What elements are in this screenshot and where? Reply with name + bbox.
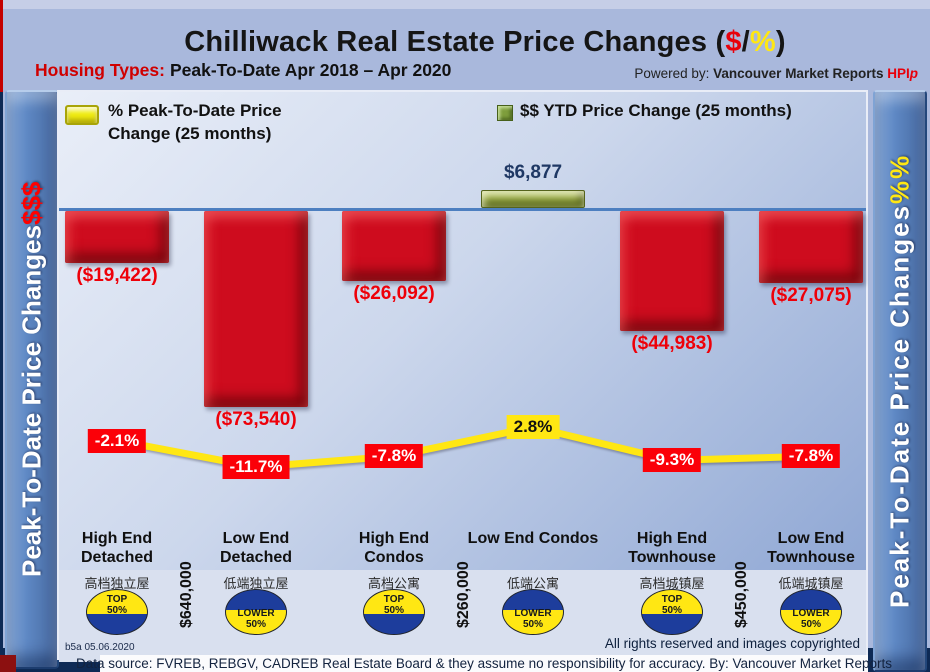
right-axis-label: Peak-To-Date Price Changes %% — [884, 153, 915, 609]
right-axis-bar: Peak-To-Date Price Changes %% — [873, 90, 927, 672]
page-title: Chilliwack Real Estate Price Changes ($/… — [184, 26, 786, 58]
category-label-low-end-townhouse: Low End Townhouse — [767, 530, 855, 566]
bar-high-end-townhouse — [620, 211, 724, 331]
housing-types-label: Housing Types: — [35, 60, 165, 80]
plot-layer: ($19,422) ($73,540) ($26,092) $6,877 ($44,98… — [59, 92, 866, 658]
percent-label: -2.1% — [87, 428, 147, 453]
badge-lower-50: LOWER 50% — [780, 589, 842, 635]
plot-background — [59, 92, 866, 570]
benchmark-price-label: $450,000 — [732, 561, 750, 629]
percent-label: -11.7% — [222, 455, 290, 479]
category-footer-background — [59, 570, 866, 662]
header-subrow: Housing Types: Peak-To-Date Apr 2018 – Ap… — [35, 60, 918, 81]
badge-lower-50: LOWER 50% — [225, 589, 287, 635]
datasource-bar: Data source: FVREB, REBGV, CADREB Real E… — [76, 655, 892, 672]
legend-percent-label: % Peak-To-Date Price Change (25 months) — [108, 101, 282, 143]
bar-value-label: ($27,075) — [770, 285, 852, 306]
chart-panel: % Peak-To-Date Price Change (25 months) … — [57, 90, 868, 662]
bottom-left-red-corner — [0, 655, 16, 672]
rights-note: All rights reserved and images copyright… — [604, 636, 860, 651]
category-label-high-end-detached: High End Detached — [80, 530, 154, 566]
yellow-swatch-icon — [65, 105, 99, 125]
benchmark-price-label: $260,000 — [454, 561, 472, 629]
bar-high-end-condos — [342, 211, 446, 281]
category-label-low-end-detached: Low End Detached — [219, 530, 293, 566]
subtitle: Housing Types: Peak-To-Date Apr 2018 – Ap… — [35, 60, 451, 81]
top-edge-strip — [0, 0, 930, 9]
percent-label: 2.8% — [506, 415, 560, 439]
bar-value-label: ($44,983) — [631, 333, 713, 354]
category-label-cn: 高档独立屋 — [84, 576, 150, 591]
date-range: Peak-To-Date Apr 2018 – Apr 2020 — [169, 60, 452, 80]
bar-high-end-detached — [65, 211, 169, 263]
category-label-high-end-townhouse: High End Townhouse — [628, 530, 716, 566]
datasource-text: Data source: FVREB, REBGV, CADREB Real E… — [75, 656, 893, 671]
category-label-cn: 低端公寓 — [506, 576, 559, 591]
zero-baseline — [59, 208, 866, 211]
bar-value-label: ($73,540) — [215, 409, 297, 430]
green-swatch-icon — [497, 105, 513, 121]
bar-value-label: ($19,422) — [76, 265, 158, 286]
badge-top-50: TOP 50% — [86, 589, 148, 635]
bar-value-label: ($26,092) — [353, 283, 435, 304]
percent-label: -9.3% — [642, 448, 702, 473]
badge-top-50: TOP 50% — [641, 589, 703, 635]
left-navy-border — [0, 92, 3, 672]
legend-item-percent: % Peak-To-Date Price Change (25 months) — [65, 100, 325, 146]
category-label-cn: 高档城镇屋 — [639, 576, 705, 591]
legend-dollar-label: $$ YTD Price Change (25 months) — [520, 101, 792, 120]
category-label-low-end-condos: Low End Condos — [467, 530, 599, 547]
version-stamp: b5a 05.06.2020 — [65, 642, 135, 653]
category-label-cn: 低端独立屋 — [223, 576, 289, 591]
bar-low-end-townhouse — [759, 211, 863, 283]
benchmark-price-label: $640,000 — [177, 561, 195, 629]
percent-label: -7.8% — [364, 444, 424, 469]
left-red-border — [0, 0, 3, 92]
category-label-high-end-condos: High End Condos — [358, 530, 430, 566]
percent-label: -7.8% — [781, 444, 841, 469]
bar-low-end-detached — [204, 211, 308, 407]
badge-top-50: TOP 50% — [363, 589, 425, 635]
powered-by: Powered by: Vancouver Market Reports HPI… — [634, 66, 918, 81]
percent-signs-accent: %% — [884, 153, 915, 205]
dollar-signs-accent: $$$ — [16, 181, 47, 226]
left-axis-label: Peak-To-Date Price Changes $$$ — [16, 181, 47, 578]
category-label-cn: 低端城镇屋 — [778, 576, 844, 591]
badge-lower-50: LOWER 50% — [502, 589, 564, 635]
category-label-cn: 高档公寓 — [367, 576, 420, 591]
legend-item-dollar: $$ YTD Price Change (25 months) — [497, 100, 857, 123]
bar-value-label: $6,877 — [503, 162, 563, 183]
bar-low-end-condos — [481, 190, 585, 208]
